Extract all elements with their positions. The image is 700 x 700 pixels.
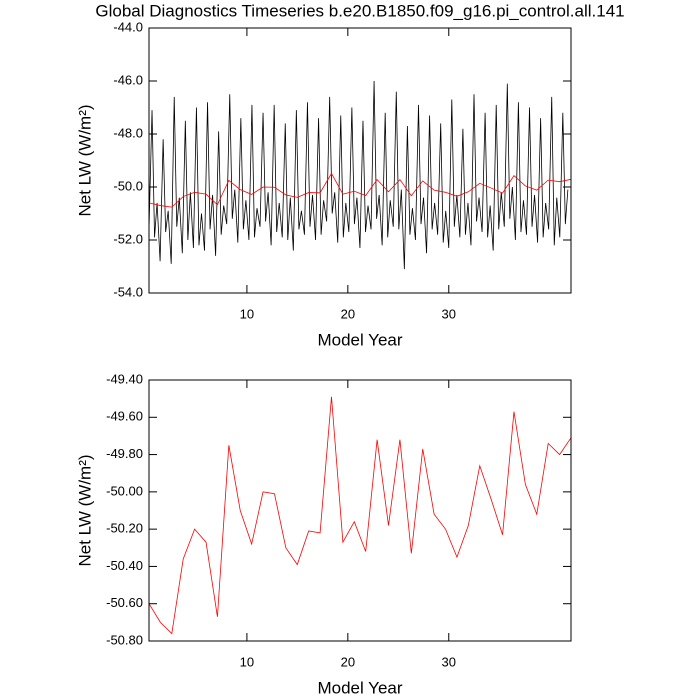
y-axis-title: Net LW (W/m²) [75, 104, 94, 216]
data-line [148, 172, 572, 208]
data-line [148, 80, 569, 270]
y-tick-label: -50.00 [106, 483, 143, 498]
y-axis-title: Net LW (W/m²) [75, 454, 94, 566]
x-axis-title: Model Year [317, 678, 402, 697]
y-tick-label: -50.40 [106, 558, 143, 573]
data-line [148, 396, 572, 635]
y-tick-label: -46.0 [113, 72, 143, 87]
y-tick-label: -44.0 [113, 19, 143, 34]
y-tick-label: -48.0 [113, 125, 143, 140]
chart-title: Global Diagnostics Timeseries b.e20.B185… [95, 1, 624, 20]
plot-frame [148, 379, 572, 642]
x-tick-label: 10 [240, 654, 254, 669]
x-tick-label: 20 [341, 306, 355, 321]
y-tick-label: -50.60 [106, 595, 143, 610]
y-tick-label: -54.0 [113, 284, 143, 299]
y-tick-label: -49.40 [106, 371, 143, 386]
y-tick-label: -49.80 [106, 446, 143, 461]
x-tick-label: 10 [240, 306, 254, 321]
y-tick-label: -50.0 [113, 178, 143, 193]
x-axis-title: Model Year [317, 330, 402, 349]
y-tick-label: -52.0 [113, 231, 143, 246]
y-tick-label: -50.20 [106, 521, 143, 536]
x-tick-label: 30 [442, 306, 456, 321]
x-tick-label: 30 [442, 654, 456, 669]
x-tick-label: 20 [341, 654, 355, 669]
y-tick-label: -49.60 [106, 409, 143, 424]
plot-frame [148, 27, 572, 294]
y-tick-label: -50.80 [106, 632, 143, 647]
